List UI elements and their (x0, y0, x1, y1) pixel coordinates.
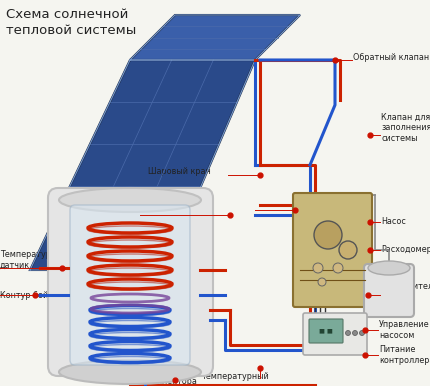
Text: Клапан для
заполнения
системы: Клапан для заполнения системы (381, 113, 430, 143)
Text: Схема солнечной
тепловой системы: Схема солнечной тепловой системы (6, 8, 136, 37)
Text: Питание
контроллера: Питание контроллера (379, 345, 430, 365)
Text: Температурный
датчик: Температурный датчик (201, 372, 269, 386)
Circle shape (345, 330, 350, 335)
Text: Температурный
датчик: Температурный датчик (0, 250, 68, 270)
FancyBboxPatch shape (293, 193, 372, 307)
Text: Насос: Насос (381, 217, 406, 227)
Circle shape (339, 241, 357, 259)
Text: ■ ■: ■ ■ (319, 328, 333, 334)
Text: Устройство для
сброса воздуха: Устройство для сброса воздуха (70, 200, 136, 220)
FancyBboxPatch shape (364, 264, 414, 317)
Polygon shape (30, 60, 255, 270)
Circle shape (353, 330, 357, 335)
Text: Клапан
сброса
давления: Клапан сброса давления (174, 190, 215, 220)
Polygon shape (130, 15, 300, 60)
Ellipse shape (368, 261, 410, 275)
FancyBboxPatch shape (48, 188, 213, 376)
Text: Управление
насосом: Управление насосом (379, 320, 430, 340)
Circle shape (318, 278, 326, 286)
Text: Обратный клапан: Обратный клапан (353, 54, 429, 63)
Circle shape (314, 221, 342, 249)
Ellipse shape (59, 360, 201, 384)
Circle shape (333, 263, 343, 273)
Circle shape (313, 263, 323, 273)
Text: Шаровый кран: Шаровый кран (148, 168, 211, 176)
Ellipse shape (59, 188, 201, 212)
Text: Контур коллектора: Контур коллектора (114, 378, 197, 386)
FancyBboxPatch shape (303, 313, 367, 355)
Text: Расширительный
бак: Расширительный бак (381, 282, 430, 302)
FancyBboxPatch shape (309, 319, 343, 343)
Circle shape (359, 330, 365, 335)
Text: Расходомер: Расходомер (381, 245, 430, 254)
FancyBboxPatch shape (70, 205, 190, 365)
Text: Контур бойлера: Контур бойлера (0, 291, 68, 300)
